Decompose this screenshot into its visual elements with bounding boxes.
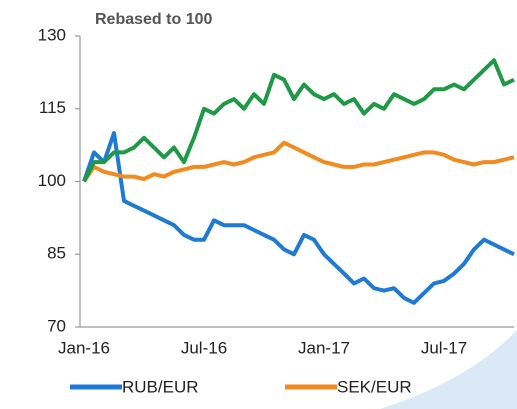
- background-shape: [380, 330, 517, 409]
- y-tick-label: 70: [47, 316, 66, 335]
- x-tick-label: Jul-17: [421, 338, 467, 357]
- line-series: [82, 140, 515, 183]
- y-tick-label: 100: [38, 171, 66, 190]
- line-series: [82, 131, 515, 305]
- x-tick-label: Jan-17: [298, 338, 350, 357]
- y-tick-label: 130: [38, 25, 66, 44]
- legend-label: SEK/EUR: [337, 377, 412, 396]
- legend-label: RUB/EUR: [122, 377, 199, 396]
- line-series: [82, 58, 515, 183]
- y-tick-label: 115: [39, 98, 66, 117]
- x-tick-label: Jan-16: [58, 338, 110, 357]
- x-tick-label: Jul-16: [181, 338, 227, 357]
- chart-title: Rebased to 100: [95, 11, 212, 28]
- y-tick-label: 85: [47, 244, 66, 263]
